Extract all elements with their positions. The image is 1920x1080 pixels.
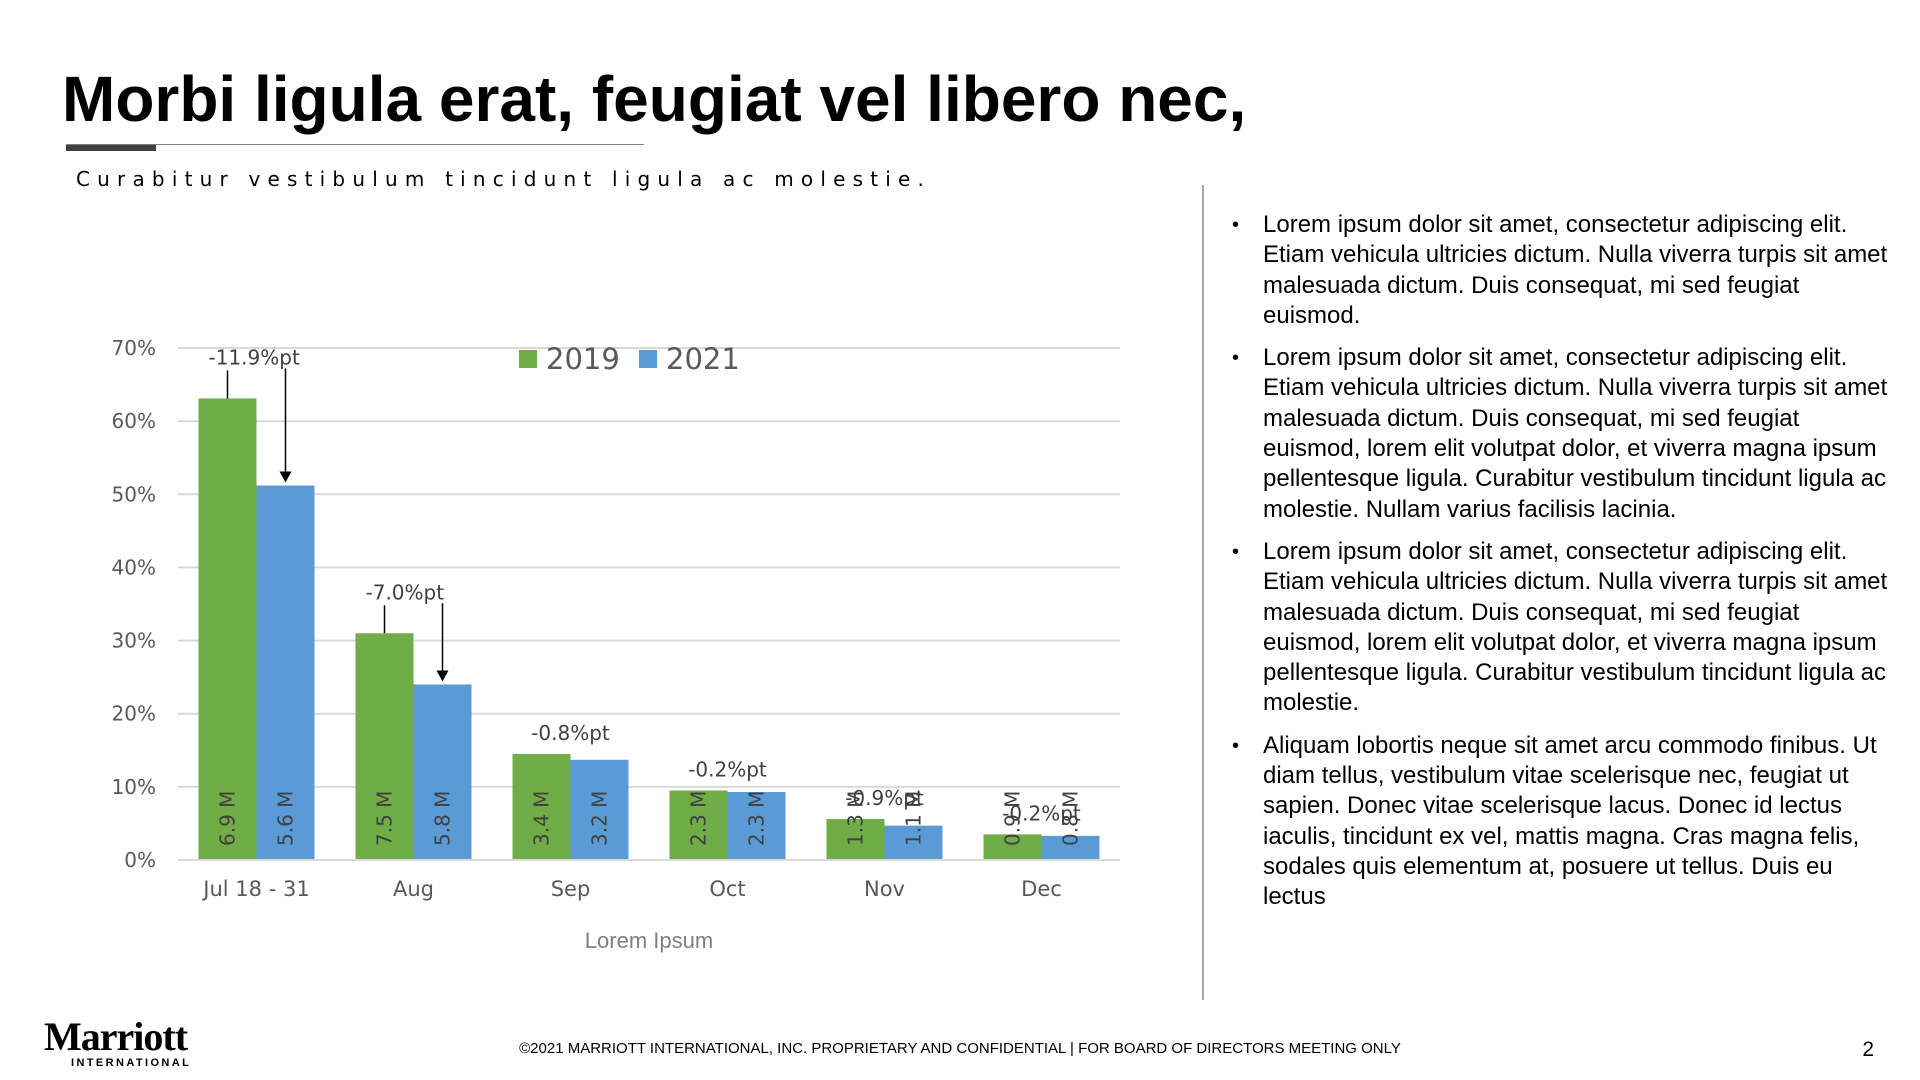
bar-value-label-2021: 0.8 M (1059, 791, 1083, 846)
title-underline (66, 144, 644, 145)
y-tick-label: 0% (124, 848, 156, 872)
legend-label: 2019 (546, 342, 620, 376)
bar-2019 (983, 834, 1042, 860)
change-annotation: -0.8%pt (531, 721, 610, 745)
bar-value-label-2019: 0.9 M (1001, 791, 1025, 846)
x-axis-title: Lorem Ipsum (585, 928, 713, 953)
bullet-text: Aliquam lobortis neque sit amet arcu com… (1263, 731, 1877, 911)
bullet-item: • Lorem ipsum dolor sit amet, consectetur… (1232, 537, 1892, 719)
bar-value-label-2019: 1.3 M (844, 791, 868, 846)
annotation-arrow-head (279, 471, 292, 483)
bullet-item: • Lorem ipsum dolor sit amet, consectetur… (1232, 343, 1892, 525)
bar-2019 (669, 790, 728, 860)
logo-wordmark: Marriott (44, 1014, 188, 1059)
bullet-item: • Aliquam lobortis neque sit amet arcu co… (1232, 731, 1892, 913)
page-number: 2 (1862, 1038, 1874, 1061)
bullet-dot: • (1232, 214, 1240, 236)
bar-2019 (198, 398, 257, 860)
bar-value-label-2021: 1.1 M (902, 791, 926, 846)
change-annotation: -0.2%pt (1002, 801, 1081, 825)
bar-2021 (256, 485, 315, 860)
x-tick-label: Dec (1021, 877, 1062, 901)
bullet-text: Lorem ipsum dolor sit amet, consectetur … (1263, 537, 1888, 717)
change-annotation: -0.2%pt (688, 758, 767, 782)
bar-value-label-2021: 2.3 M (745, 791, 769, 846)
bullet-text: Lorem ipsum dolor sit amet, consectetur … (1263, 211, 1888, 329)
bar-value-label-2021: 5.6 M (274, 791, 298, 846)
bullet-dot: • (1232, 540, 1240, 563)
legend-swatch (519, 350, 537, 368)
y-tick-label: 30% (112, 629, 156, 653)
bar-value-label-2019: 6.9 M (216, 791, 240, 846)
title-underline-accent (66, 145, 156, 151)
y-tick-label: 60% (112, 409, 156, 433)
x-tick-label: Nov (864, 877, 905, 901)
bar-2021 (727, 791, 786, 860)
bullet-dot: • (1232, 347, 1240, 370)
legend-swatch (639, 350, 657, 368)
bar-value-label-2019: 7.5 M (373, 791, 397, 846)
bar-2021 (413, 684, 472, 860)
bar-value-label-2019: 3.4 M (530, 791, 554, 846)
annotation-arrow-head (436, 670, 449, 682)
change-annotation: -7.0%pt (366, 580, 445, 604)
vertical-divider (1202, 185, 1204, 1000)
y-tick-label: 10% (112, 775, 156, 799)
bullet-text: Lorem ipsum dolor sit amet, consectetur … (1263, 344, 1888, 523)
change-annotation: -0.9%pt (845, 786, 924, 810)
y-tick-label: 40% (112, 555, 156, 579)
y-tick-label: 50% (112, 482, 156, 506)
bar-value-label-2021: 3.2 M (588, 791, 612, 846)
change-annotation: -11.9%pt (209, 345, 300, 369)
slide-title: Morbi ligula erat, feugiat vel libero ne… (62, 63, 1247, 135)
marriott-logo: Marriott INTERNATIONAL (44, 1014, 214, 1070)
bar-2019 (512, 753, 571, 860)
y-tick-label: 20% (112, 702, 156, 726)
bar-value-label-2021: 5.8 M (431, 791, 455, 846)
bar-2021 (570, 759, 629, 860)
x-tick-label: Aug (393, 877, 434, 901)
bar-2021 (1041, 835, 1100, 860)
bullet-item: • Lorem ipsum dolor sit amet, consectetur… (1232, 210, 1892, 331)
bar-chart: 6.9 M 5.6 M 7.5 M 5.8 M 3.4 M 3.2 M 2.3 M 2.3 M… (112, 336, 1120, 953)
bullet-dot: • (1232, 734, 1240, 757)
x-tick-label: Sep (551, 877, 591, 901)
y-tick-label: 70% (112, 336, 156, 360)
bar-2021 (884, 825, 943, 860)
bar-2019 (355, 633, 414, 860)
bullet-list: • Lorem ipsum dolor sit amet, consectetur… (1232, 210, 1892, 925)
x-tick-label: Oct (709, 877, 745, 901)
logo-tagline: INTERNATIONAL (71, 1057, 192, 1069)
footer-confidential: ©2021 MARRIOTT INTERNATIONAL, INC. PROPR… (519, 1040, 1401, 1057)
bar-2019 (826, 819, 885, 860)
x-tick-label: Jul 18 - 31 (201, 877, 309, 901)
slide-subtitle: Curabitur vestibulum tincidunt ligula ac… (76, 167, 932, 191)
bar-value-label-2019: 2.3 M (687, 791, 711, 846)
legend-label: 2021 (666, 342, 740, 376)
